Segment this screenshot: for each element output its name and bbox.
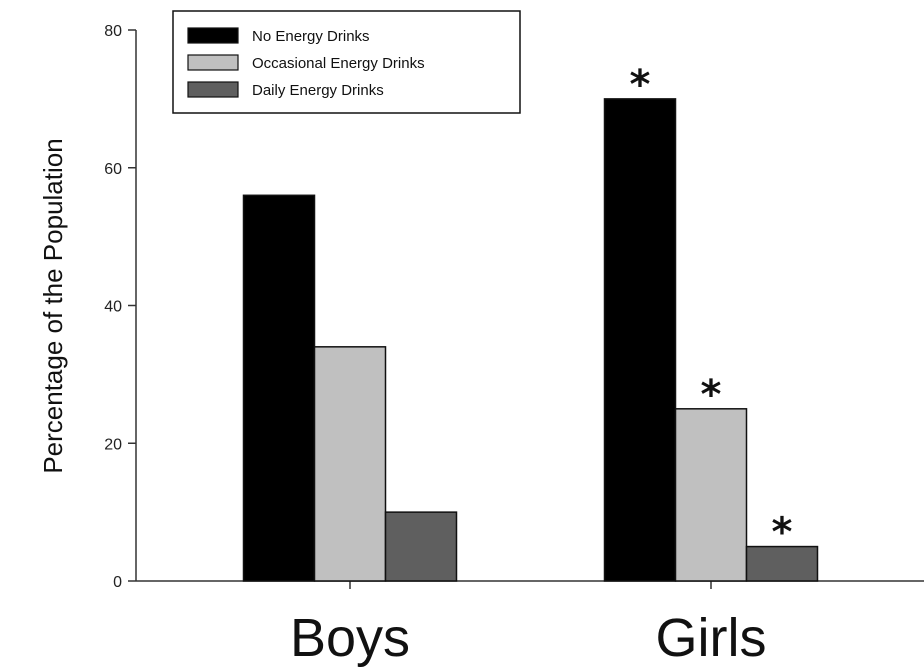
axes: 0 20 40 60 80 Boys Girls: [104, 23, 924, 668]
legend-swatch: [187, 27, 239, 44]
bar-boys-occasional-energy-drinks: [313, 346, 387, 582]
bars: [242, 98, 819, 582]
significance-asterisk: *: [772, 510, 793, 556]
legend-label: Occasional Energy Drinks: [252, 55, 425, 72]
y-tick-label: 0: [113, 574, 122, 591]
bar-boys-daily-energy-drinks: [384, 511, 458, 582]
legend: No Energy Drinks Occasional Energy Drinks…: [172, 10, 521, 114]
legend-swatch: [187, 54, 239, 71]
legend-label: Daily Energy Drinks: [252, 82, 384, 99]
y-tick-label: 40: [104, 299, 122, 316]
y-tick-label: 80: [104, 23, 122, 40]
bar-girls-no-energy-drinks: [603, 98, 677, 582]
x-category-label: Girls: [656, 608, 767, 668]
bar-boys-no-energy-drinks: [242, 194, 316, 582]
bar-girls-daily-energy-drinks: [745, 545, 819, 582]
x-category-label: Boys: [290, 608, 410, 668]
y-tick-label: 60: [104, 161, 122, 178]
significance-markers: * * *: [630, 62, 793, 556]
significance-asterisk: *: [701, 372, 722, 418]
y-tick-label: 20: [104, 436, 122, 453]
significance-asterisk: *: [630, 62, 651, 108]
y-axis-label: Percentage of the Population: [38, 138, 68, 473]
bar-girls-occasional-energy-drinks: [674, 408, 748, 582]
legend-swatch: [187, 81, 239, 98]
legend-label: No Energy Drinks: [252, 28, 370, 45]
